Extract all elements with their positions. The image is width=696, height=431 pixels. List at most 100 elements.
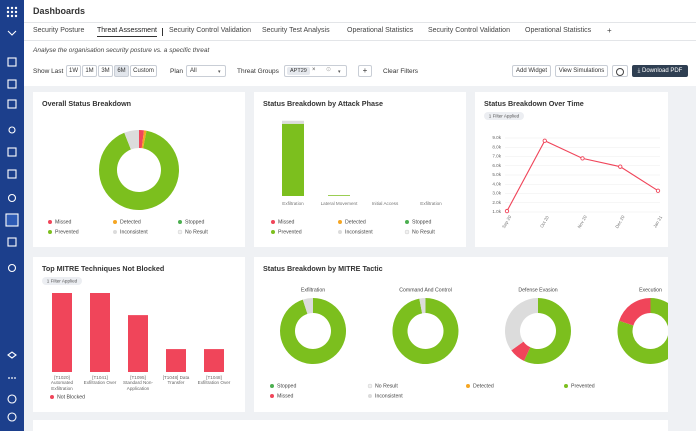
legend-label: No Result <box>375 384 398 390</box>
chip-remove[interactable]: × <box>312 67 316 73</box>
x-tick-label: Exfiltration <box>420 201 442 206</box>
legend-swatch <box>178 220 182 224</box>
add-tab[interactable]: + <box>607 26 612 35</box>
legend-swatch <box>564 384 568 388</box>
add-widget-button[interactable]: Add Widget <box>512 65 551 77</box>
legend-swatch <box>338 230 342 234</box>
tab-divider <box>24 40 696 41</box>
bar-segment <box>282 123 304 196</box>
clear-filters[interactable]: Clear Filters <box>383 68 419 75</box>
y-tick-label: 7.0k <box>492 154 501 159</box>
sidebar-icons <box>5 6 19 422</box>
legend-swatch <box>50 395 54 399</box>
legend-swatch <box>270 394 274 398</box>
filter-label: 1 Filter Applied <box>47 279 78 284</box>
x-tick-label: Jan 21 <box>652 214 663 228</box>
pie-slice <box>99 130 180 211</box>
y-tick-label: 8.0k <box>492 144 501 149</box>
widget-panel <box>33 92 245 247</box>
y-tick-label: 2.0k <box>492 200 501 205</box>
pie-slice <box>139 130 145 149</box>
schedule-button[interactable] <box>612 65 628 77</box>
legend-swatch <box>270 384 274 388</box>
y-tick-label: 1.0k <box>492 209 501 214</box>
legend-label: Stopped <box>412 220 431 226</box>
data-point <box>580 156 585 161</box>
range-button[interactable]: 1M <box>82 65 97 77</box>
donut-title: Execution <box>639 287 662 293</box>
y-tick-label: 3.0k <box>492 191 501 196</box>
tab[interactable]: Security Control Validation <box>169 27 251 34</box>
range-button-active[interactable]: 6M <box>114 65 129 77</box>
legend-swatch <box>113 220 117 224</box>
donut-slice <box>280 298 347 364</box>
legend-label: Missed <box>277 394 294 400</box>
x-tick-label: Nov 20 <box>577 214 589 229</box>
range-button[interactable]: Custom <box>130 65 157 77</box>
range-button[interactable]: 1W <box>66 65 81 77</box>
filter-label: 1 Filter Applied <box>489 114 520 119</box>
clear-icon[interactable]: ⊙ <box>326 67 332 73</box>
legend-label: Stopped <box>185 220 204 226</box>
filter-label: Show Last <box>33 68 64 75</box>
donut-title: Command And Control <box>399 287 451 293</box>
legend-swatch <box>113 230 117 234</box>
tab[interactable]: Operational Statistics <box>525 27 592 34</box>
bar <box>204 349 224 372</box>
download-pdf-button[interactable]: ⤓ Download PDF <box>632 65 688 77</box>
range-button[interactable]: 3M <box>98 65 113 77</box>
download-text: Download PDF <box>641 68 683 74</box>
x-tick-label: Lateral Movement <box>321 201 358 206</box>
y-tick-label: 6.0k <box>492 163 501 168</box>
pie-slice <box>141 130 147 149</box>
legend-swatch <box>177 229 183 235</box>
tab[interactable]: Security Posture <box>33 27 85 34</box>
x-tick-label: Sep 20 <box>501 214 513 229</box>
legend-label: Stopped <box>277 384 296 390</box>
donut-group: Exfiltration Command And Control Defense E… <box>280 287 668 364</box>
tab[interactable]: Security Control Validation <box>428 27 510 34</box>
donut-title: Exfiltration <box>301 287 325 293</box>
x-tick-label: Exfiltration <box>282 201 304 206</box>
legend-label: Not Blocked <box>57 395 85 401</box>
legend-label: Inconsistent <box>345 230 373 236</box>
tab[interactable]: Security Test Analysis <box>262 27 330 34</box>
nav-icons <box>5 6 19 422</box>
download-label: ⤓ <box>637 68 642 74</box>
legend-swatch <box>404 229 410 235</box>
tab-separator <box>162 28 163 36</box>
view-simulations-button[interactable]: View Simulations <box>555 65 608 77</box>
bar-segment <box>328 195 350 196</box>
donut-slice <box>619 298 651 326</box>
legend-label: Inconsistent <box>120 230 148 236</box>
donut-slice <box>617 298 668 364</box>
widget-title: Status Breakdown Over Time <box>484 99 584 108</box>
legend-swatch <box>368 394 372 398</box>
data-point <box>655 188 661 193</box>
legend-swatch <box>367 383 373 389</box>
tab[interactable]: Operational Statistics <box>347 27 414 34</box>
plan-select[interactable]: All <box>186 65 226 77</box>
bar <box>52 293 72 372</box>
add-filter-button[interactable]: + <box>358 65 372 77</box>
legend-label: Prevented <box>55 230 79 236</box>
legend-label: Detected <box>345 220 366 226</box>
pie-slice <box>124 130 139 150</box>
bar <box>90 293 110 372</box>
donut-slice <box>523 298 571 364</box>
filter-label: Plan <box>170 68 184 75</box>
widget-title: Status Breakdown by Attack Phase <box>263 99 383 108</box>
widget-panel <box>254 257 668 412</box>
filter-pill <box>484 112 524 120</box>
x-tick-label: Initial Access <box>372 201 399 206</box>
filter-pill <box>42 277 82 285</box>
bar <box>128 315 148 372</box>
donut-slice <box>504 298 538 351</box>
tab-active[interactable]: Threat Assessment <box>97 27 157 37</box>
legend-label: No Result <box>412 230 435 236</box>
legend-swatch <box>405 220 409 224</box>
y-tick-label: 5.0k <box>492 172 501 177</box>
filter-label: Threat Groups <box>237 68 279 75</box>
data-point <box>542 138 547 143</box>
